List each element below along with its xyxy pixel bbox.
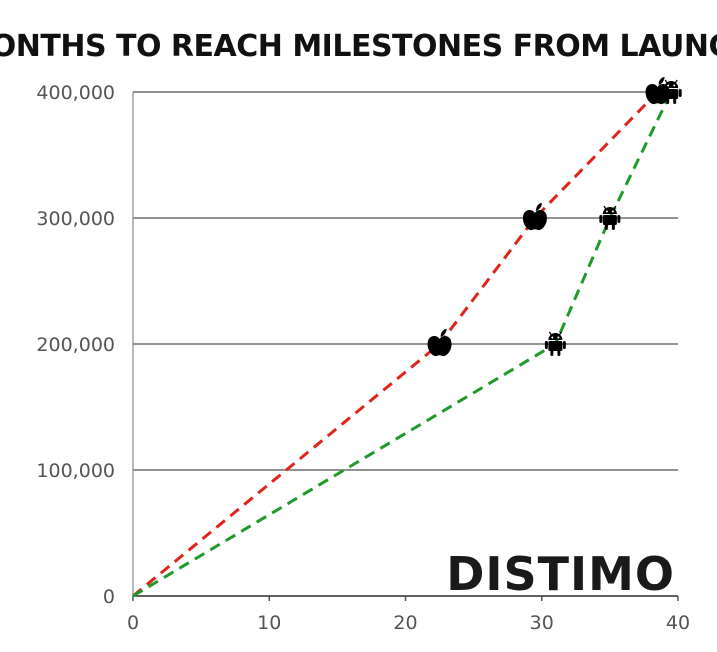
android-marker-2 — [599, 205, 621, 230]
android-icon-part-8 — [605, 210, 608, 213]
android-icon-part-4 — [599, 215, 603, 223]
android-icon-part-3 — [664, 89, 679, 99]
android-icon-part-4 — [660, 89, 664, 97]
apple-leaf — [440, 329, 447, 337]
android-icon-part-2 — [613, 205, 617, 210]
axes — [132, 92, 679, 601]
android-icon-part-9 — [611, 210, 614, 213]
apple-marker-3 — [645, 77, 670, 105]
x-tick-label-0: 0 — [127, 612, 139, 634]
series-markers — [427, 77, 682, 357]
apple-icon — [522, 210, 547, 231]
x-tick-label-2: 20 — [393, 612, 417, 634]
series-line-0 — [132, 90, 659, 598]
android-icon-part-9 — [557, 336, 560, 339]
android-icon-part-1 — [548, 331, 552, 336]
apple-icon — [427, 336, 452, 357]
android-icon-part-3 — [602, 215, 617, 225]
android-icon-part-6 — [550, 350, 554, 356]
android-icon-part-9 — [673, 84, 676, 87]
android-icon-part-5 — [562, 341, 566, 349]
y-tick-label-3: 300,000 — [36, 208, 115, 230]
android-icon-part-6 — [666, 98, 670, 104]
apple-marker-2 — [522, 203, 547, 231]
x-tick-label-4: 40 — [666, 612, 690, 634]
apple-leaf — [658, 77, 665, 85]
android-icon-part-8 — [551, 336, 554, 339]
android-icon-part-5 — [678, 89, 682, 97]
android-marker-1 — [544, 331, 566, 356]
x-tick-labels: 0 10 20 30 40 — [127, 612, 690, 634]
android-icon-part-8 — [667, 84, 670, 87]
y-tick-label-4: 400,000 — [36, 82, 115, 104]
grid-lines — [133, 91, 678, 471]
android-icon-part-6 — [604, 224, 608, 230]
android-icon-part-2 — [674, 79, 678, 84]
android-icon-part-7 — [557, 350, 561, 356]
apple-leaf — [535, 203, 542, 211]
y-tick-label-2: 200,000 — [36, 334, 115, 356]
x-tick-label-3: 30 — [530, 612, 554, 634]
x-tick-label-1: 10 — [257, 612, 281, 634]
apple-icon — [645, 84, 670, 105]
y-tick-labels: 0 100,000 200,000 300,000 400,000 — [36, 82, 115, 608]
android-icon-part-5 — [617, 215, 621, 223]
apple-marker-1 — [427, 329, 452, 357]
y-tick-label-0: 0 — [103, 586, 115, 608]
chart-title: MONTHS TO REACH MILESTONES FROM LAUNCH — [0, 29, 717, 64]
android-icon-part-1 — [603, 205, 607, 210]
android-marker-3 — [660, 79, 682, 104]
android-icon-part-7 — [673, 98, 677, 104]
distimo-watermark: DISTIMO — [446, 547, 675, 601]
android-icon-part-2 — [558, 331, 562, 336]
android-icon-part-3 — [548, 341, 563, 351]
android-icon-part-7 — [611, 224, 615, 230]
series-line-1 — [132, 91, 673, 598]
y-tick-label-1: 100,000 — [36, 460, 115, 482]
android-icon-part-1 — [664, 79, 668, 84]
series-lines — [132, 90, 673, 598]
android-icon-part-4 — [544, 341, 548, 349]
